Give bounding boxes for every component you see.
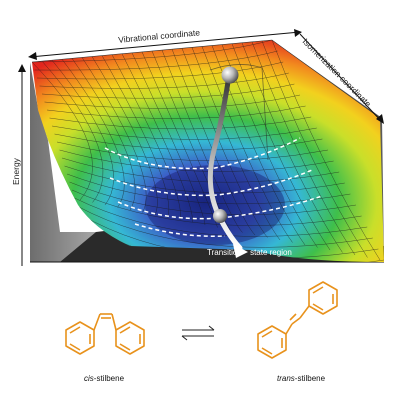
reaction-path xyxy=(207,66,248,258)
grid-line xyxy=(241,42,343,253)
contour-line xyxy=(134,223,226,237)
grid-line xyxy=(61,59,125,208)
grid-line xyxy=(121,53,193,223)
grid-line xyxy=(61,157,340,183)
benzene-ring xyxy=(115,321,145,355)
grid-line xyxy=(81,57,147,213)
grid-line xyxy=(36,61,284,80)
grid-line xyxy=(51,60,114,206)
grid-line xyxy=(69,181,357,215)
trans-stilbene-label: trans-stilbene xyxy=(277,374,326,383)
grid-line xyxy=(39,72,289,89)
grid-line xyxy=(91,56,158,216)
grid-line xyxy=(49,116,312,130)
grid-line xyxy=(71,189,362,226)
transition-ball xyxy=(213,209,227,223)
contour-line xyxy=(117,195,323,220)
grid-line xyxy=(41,83,295,99)
benzene-ring xyxy=(257,325,287,359)
grid-line xyxy=(71,58,136,211)
grid-line xyxy=(59,149,334,172)
grid-line xyxy=(54,133,323,151)
grid-line xyxy=(64,165,345,194)
cis-stilbene-structure xyxy=(65,313,145,355)
path-arrowhead xyxy=(233,244,248,258)
grid-line xyxy=(251,41,356,256)
contour-line xyxy=(104,137,301,170)
cis-stilbene-label: cis-stilbene xyxy=(84,374,125,383)
grid-line xyxy=(76,205,373,248)
energy-axis-label: Energy xyxy=(11,157,21,185)
transition-state-label: Transition state region xyxy=(207,248,292,257)
contour-line xyxy=(109,169,313,197)
trans-stilbene-structure xyxy=(257,281,338,359)
grid-line xyxy=(261,40,368,258)
energy-contours xyxy=(104,137,323,237)
grid-line xyxy=(111,54,181,221)
grid-line xyxy=(44,94,301,109)
grid-line xyxy=(271,40,381,261)
grid-line xyxy=(41,60,104,203)
grid-line xyxy=(201,46,293,243)
grid-line xyxy=(32,40,273,63)
grid-line xyxy=(171,49,256,236)
energy-axis: Energy xyxy=(11,64,26,266)
equilibrium-arrows xyxy=(181,325,215,341)
grid-line xyxy=(56,141,329,161)
grid-line xyxy=(231,43,331,251)
grid-line xyxy=(74,197,368,237)
grid-line xyxy=(161,50,243,233)
grid-line xyxy=(32,61,93,201)
start-ball xyxy=(221,66,239,84)
surface-grid xyxy=(32,40,384,262)
benzene-ring xyxy=(65,321,95,355)
grid-line xyxy=(34,50,278,71)
grid-line xyxy=(46,105,306,119)
grid-line xyxy=(51,125,317,140)
grid-line xyxy=(191,47,281,241)
